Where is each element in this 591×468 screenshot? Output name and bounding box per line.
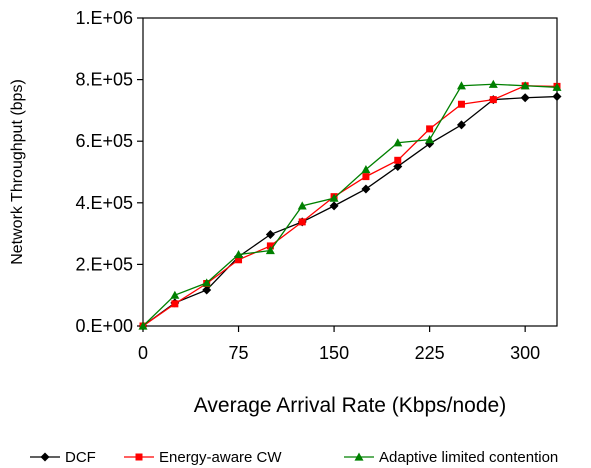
x-tick-label: 300	[510, 343, 540, 363]
data-point	[361, 165, 371, 174]
data-point	[426, 125, 434, 133]
data-point	[457, 100, 465, 108]
x-tick-label: 0	[138, 343, 148, 363]
data-point	[552, 92, 562, 102]
x-tick-label: 225	[415, 343, 445, 363]
data-point	[362, 173, 370, 181]
legend-item: Energy-aware CW	[124, 449, 282, 466]
series-line	[142, 85, 558, 327]
y-tick-label: 2.E+05	[75, 254, 133, 274]
data-point	[520, 93, 530, 103]
data-point	[170, 290, 180, 299]
legend: DCF Energy-aware CW Adaptive limited conte…	[30, 449, 558, 466]
data-point	[138, 321, 148, 330]
data-point	[520, 81, 530, 90]
data-point	[394, 156, 402, 164]
data-point	[265, 246, 275, 255]
data-point	[329, 201, 339, 211]
y-tick-label: 4.E+05	[75, 193, 133, 213]
data-point	[235, 256, 243, 264]
data-point	[489, 96, 497, 104]
y-tick-label: 6.E+05	[75, 131, 133, 151]
data-point	[488, 79, 498, 88]
plot-area	[142, 17, 558, 327]
series-line	[142, 83, 558, 327]
data-point	[425, 135, 435, 144]
series-adaptive-limited-contention	[138, 79, 562, 330]
legend-label: Adaptive limited contention	[379, 449, 558, 466]
y-tick-label: 1.E+06	[75, 8, 133, 28]
data-point	[202, 278, 212, 287]
legend-marker	[40, 452, 50, 462]
x-tick-label: 75	[229, 343, 249, 363]
data-point	[361, 184, 371, 194]
data-point	[552, 82, 562, 91]
data-point	[297, 201, 307, 210]
y-tick-label: 0.E+00	[75, 316, 133, 336]
legend-label: Energy-aware CW	[159, 449, 282, 466]
data-point	[393, 138, 403, 147]
data-point	[456, 81, 466, 90]
legend-item: Adaptive limited contention	[344, 449, 558, 466]
x-axis-title: Average Arrival Rate (Kbps/node)	[194, 394, 506, 417]
data-point	[329, 193, 339, 202]
legend-marker	[135, 453, 143, 461]
y-axis-title: Network Throughput (bps)	[9, 79, 26, 265]
legend-marker	[354, 452, 364, 461]
data-point	[234, 250, 244, 259]
data-point	[393, 161, 403, 171]
y-tick-label: 8.E+05	[75, 70, 133, 90]
y-axis: 0.E+00 2.E+05 4.E+05 6.E+05 8.E+05 1.E+06	[75, 8, 143, 336]
x-tick-label: 150	[319, 343, 349, 363]
x-axis: 0 75 150 225 300	[138, 326, 540, 363]
data-point	[266, 242, 274, 250]
data-point	[456, 120, 466, 130]
legend-label: DCF	[65, 449, 96, 466]
data-point	[298, 218, 306, 226]
legend-item: DCF	[30, 449, 96, 466]
data-point	[171, 300, 179, 308]
series-layer	[138, 79, 562, 331]
data-point	[265, 230, 275, 240]
series-line	[142, 95, 558, 327]
data-point	[202, 285, 212, 295]
